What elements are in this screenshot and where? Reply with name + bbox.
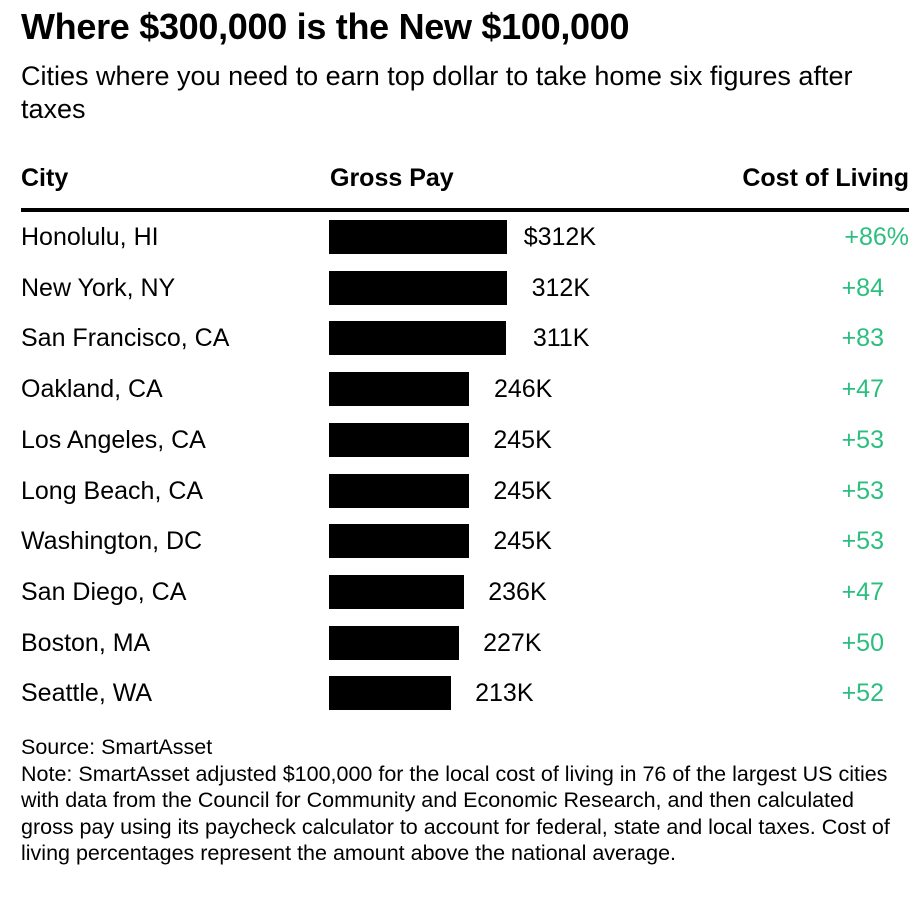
cost-of-living-value: +53 bbox=[841, 527, 884, 556]
city-label: Seattle, WA bbox=[21, 679, 153, 708]
gross-pay-label: 312K bbox=[531, 273, 590, 302]
city-label: Long Beach, CA bbox=[21, 476, 204, 505]
table-row: Washington, DC 245K +53 bbox=[0, 516, 922, 566]
cost-of-living-value: +47 bbox=[841, 375, 884, 404]
gross-pay-bar bbox=[329, 524, 469, 559]
cost-of-living-value: +53 bbox=[841, 476, 884, 505]
table-row: San Diego, CA 236K +47 bbox=[0, 567, 922, 617]
header-rule bbox=[21, 208, 909, 212]
table-row: Honolulu, HI $312K +86% bbox=[0, 212, 922, 262]
column-header-gross-pay: Gross Pay bbox=[330, 164, 454, 192]
cost-of-living-value: +83 bbox=[841, 324, 884, 353]
cost-of-living-value: +86% bbox=[844, 223, 909, 251]
source-note: Source: SmartAsset bbox=[21, 735, 213, 759]
table-row: Oakland, CA 246K +47 bbox=[0, 364, 922, 414]
table-row: Long Beach, CA 245K +53 bbox=[0, 466, 922, 516]
chart-title: Where $300,000 is the New $100,000 bbox=[21, 6, 630, 47]
city-label: Boston, MA bbox=[21, 628, 151, 657]
table-row: New York, NY 312K +84 bbox=[0, 263, 922, 313]
gross-pay-bar bbox=[329, 372, 470, 407]
gross-pay-bar bbox=[329, 625, 459, 660]
gross-pay-bar bbox=[329, 473, 469, 508]
cost-of-living-value: +53 bbox=[841, 425, 884, 454]
methodology-note: Note: SmartAsset adjusted $100,000 for t… bbox=[21, 761, 890, 866]
gross-pay-label: 213K bbox=[475, 679, 534, 708]
column-header-city: City bbox=[21, 164, 69, 192]
cost-of-living-value: +52 bbox=[841, 679, 884, 708]
table-row: Seattle, WA 213K +52 bbox=[0, 668, 922, 718]
gross-pay-label: 227K bbox=[483, 628, 542, 657]
cost-of-living-value: +84 bbox=[841, 273, 884, 302]
cost-of-living-value: +50 bbox=[841, 628, 884, 657]
gross-pay-bar bbox=[329, 220, 507, 254]
city-label: Washington, DC bbox=[21, 527, 203, 556]
gross-pay-label: 245K bbox=[493, 527, 552, 556]
city-label: San Francisco, CA bbox=[21, 324, 230, 353]
gross-pay-label: 246K bbox=[493, 375, 553, 404]
gross-pay-bar bbox=[329, 270, 507, 305]
cost-of-living-value: +47 bbox=[841, 577, 884, 606]
city-label: New York, NY bbox=[21, 273, 176, 302]
city-label: Los Angeles, CA bbox=[21, 425, 206, 454]
gross-pay-label: $312K bbox=[523, 223, 596, 251]
column-header-cost-of-living: Cost of Living bbox=[742, 164, 909, 192]
gross-pay-bar bbox=[329, 574, 464, 609]
gross-pay-bar bbox=[329, 676, 451, 711]
gross-pay-label: 311K bbox=[532, 324, 590, 353]
city-label: Oakland, CA bbox=[21, 375, 163, 404]
gross-pay-bar bbox=[329, 422, 469, 457]
gross-pay-label: 236K bbox=[488, 577, 547, 606]
chart-footer: Source: SmartAsset Note: SmartAsset adju… bbox=[21, 734, 901, 867]
gross-pay-label: 245K bbox=[493, 476, 552, 505]
table-row: Boston, MA 227K +50 bbox=[0, 618, 922, 668]
gross-pay-label: 245K bbox=[493, 425, 552, 454]
city-label: San Diego, CA bbox=[21, 577, 187, 606]
table-row: San Francisco, CA 311K +83 bbox=[0, 313, 922, 363]
chart-subtitle: Cities where you need to earn top dollar… bbox=[21, 61, 853, 124]
table-row: Los Angeles, CA 245K +53 bbox=[0, 415, 922, 465]
gross-pay-bar bbox=[329, 321, 507, 356]
city-label: Honolulu, HI bbox=[21, 223, 159, 251]
